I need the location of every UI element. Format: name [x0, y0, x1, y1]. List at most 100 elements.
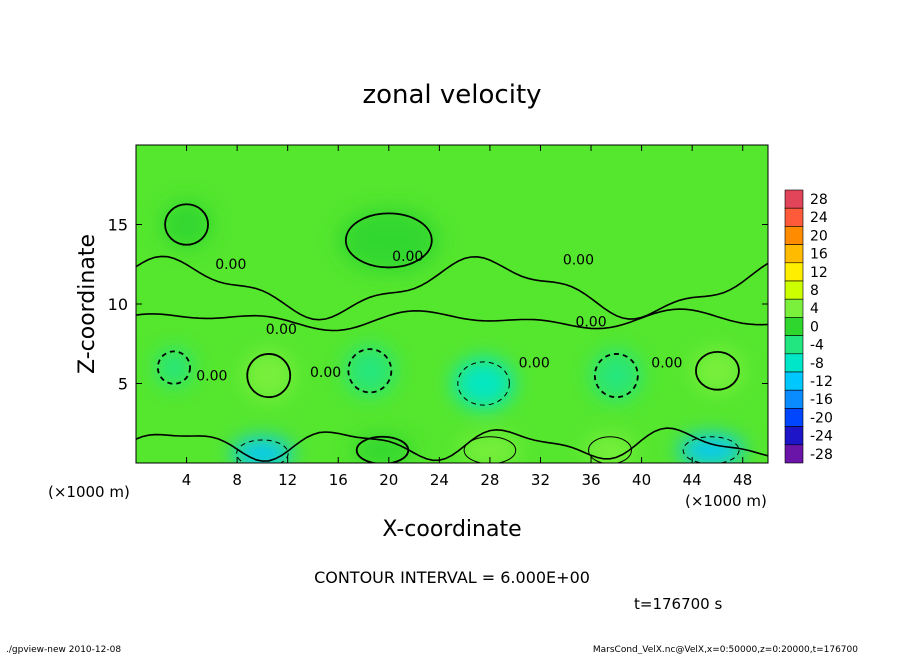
x-tick-label-24: 24 — [430, 471, 449, 489]
x-tick-label-32: 32 — [531, 471, 550, 489]
field-anomaly-9 — [584, 434, 636, 463]
colorbar-swatch-28 — [784, 189, 804, 209]
field-anomaly-7 — [352, 434, 413, 463]
contour-ring-8 — [463, 436, 517, 463]
colorbar-label-20: 20 — [810, 228, 828, 244]
colorbar-swatch-12 — [784, 262, 804, 282]
contour-label-3: 0.00 — [266, 322, 297, 338]
colorbar-label-8: 8 — [810, 283, 819, 299]
zero-contour-mid — [136, 308, 768, 332]
colorbar-label--4: -4 — [810, 338, 824, 354]
x-tick-label-36: 36 — [581, 471, 600, 489]
footer-left: ./gpview-new 2010-12-08 — [6, 645, 121, 654]
field-anomaly-1 — [344, 345, 396, 397]
plot-area: 0.00 0.00 0.00 0.00 0.00 0.00 0.00 0.00 0.00 — [135, 144, 769, 464]
colorbar-swatch-24 — [784, 207, 804, 227]
contour-ring-0 — [246, 353, 292, 399]
y-axis-label: Z-coordinate — [75, 234, 100, 374]
colorbar-label--20: -20 — [810, 410, 833, 426]
x-tick-label-48: 48 — [733, 471, 752, 489]
contour-ring-4 — [695, 350, 740, 391]
colorbar-label-28: 28 — [810, 192, 828, 208]
x-axis: 4 8 12 16 20 24 28 32 36 40 44 48 — [182, 145, 752, 489]
contour-ring-10 — [682, 436, 740, 463]
contour-labels: 0.00 0.00 0.00 0.00 0.00 0.00 0.00 0.00 0.00 — [196, 249, 682, 384]
field-anomaly-2 — [453, 358, 514, 409]
contour-label-5: 0.00 — [196, 368, 227, 384]
colorbar: 28 24 20 16 12 8 4 0 -4 -8 -12 -16 -20 -24 -28 — [784, 189, 833, 464]
plot-background — [136, 145, 768, 463]
colorbar-swatch--4 — [784, 335, 804, 355]
contour-label-2: 0.00 — [563, 252, 594, 268]
velocity-field — [154, 200, 744, 463]
contour-lines — [136, 203, 768, 463]
contour-ring-11 — [344, 212, 433, 269]
colorbar-swatch-4 — [784, 298, 804, 318]
field-anomaly-11 — [338, 208, 440, 273]
colorbar-swatch--12 — [784, 371, 804, 391]
field-anomaly-6 — [232, 437, 293, 463]
colorbar-label-24: 24 — [810, 210, 828, 226]
footer-right: MarsCond_VelX.nc@VelX,x=0:50000,z=0:2000… — [593, 645, 858, 654]
x-tick-label-8: 8 — [232, 471, 242, 489]
contour-ring-5 — [156, 350, 191, 385]
colorbar-label--28: -28 — [810, 447, 833, 463]
x-tick-label-12: 12 — [278, 471, 297, 489]
colorbar-label--16: -16 — [810, 392, 833, 408]
contour-ring-3 — [593, 353, 639, 399]
x-tick-label-20: 20 — [379, 471, 398, 489]
chart-title: zonal velocity — [362, 80, 541, 110]
contour-ring-9 — [588, 436, 632, 463]
colorbar-label-4: 4 — [810, 301, 819, 317]
zero-contour-upper — [136, 255, 768, 321]
x-tick-label-44: 44 — [683, 471, 702, 489]
contour-label-6: 0.00 — [310, 365, 341, 381]
colorbar-swatch--24 — [784, 426, 804, 446]
time-label: t=176700 s — [634, 595, 722, 613]
contour-label-7: 0.00 — [519, 356, 550, 372]
contour-ring-2 — [457, 361, 510, 406]
contour-label-8: 0.00 — [651, 356, 682, 372]
contour-ring-6 — [236, 439, 289, 463]
x-tick-label-40: 40 — [632, 471, 651, 489]
contour-label-4: 0.00 — [575, 314, 606, 330]
colorbar-label--24: -24 — [810, 429, 833, 445]
colorbar-label-0: 0 — [810, 319, 819, 335]
y-axis: 5 10 15 — [108, 216, 768, 394]
field-anomaly-5 — [154, 348, 193, 387]
x-unit-label-left: (×1000 m) — [48, 483, 130, 501]
colorbar-swatch--28 — [784, 444, 804, 464]
field-anomaly-8 — [459, 434, 521, 463]
y-tick-label-15: 15 — [108, 216, 128, 235]
colorbar-swatch--16 — [784, 389, 804, 409]
x-tick-label-4: 4 — [182, 471, 192, 489]
contour-interval-text: CONTOUR INTERVAL = 6.000E+00 — [314, 568, 590, 587]
colorbar-swatch-0 — [784, 317, 804, 336]
x-unit-label-right: (×1000 m) — [685, 492, 767, 510]
colorbar-swatch-16 — [784, 244, 804, 264]
colorbar-label--8: -8 — [810, 356, 824, 372]
colorbar-swatch-8 — [784, 280, 804, 300]
contour-label-1: 0.00 — [392, 249, 423, 265]
field-anomaly-0 — [243, 350, 294, 401]
colorbar-label-12: 12 — [810, 265, 828, 281]
x-tick-label-28: 28 — [480, 471, 499, 489]
colorbar-swatch-20 — [784, 226, 804, 245]
colorbar-label--12: -12 — [810, 374, 833, 390]
contour-label-0: 0.00 — [215, 257, 246, 273]
field-anomaly-12 — [161, 200, 212, 249]
field-anomaly-3 — [591, 350, 642, 401]
field-anomaly-10 — [678, 434, 744, 463]
x-tick-label-16: 16 — [329, 471, 348, 489]
y-tick-label-10: 10 — [108, 295, 128, 314]
x-axis-label: X-coordinate — [382, 517, 521, 542]
colorbar-swatch--8 — [784, 353, 804, 373]
colorbar-label-16: 16 — [810, 247, 828, 263]
contour-ring-1 — [347, 348, 393, 394]
contour-ring-12 — [164, 203, 209, 246]
field-anomaly-4 — [692, 348, 743, 394]
y-tick-label-5: 5 — [118, 375, 128, 394]
zero-contour-low — [136, 427, 768, 462]
